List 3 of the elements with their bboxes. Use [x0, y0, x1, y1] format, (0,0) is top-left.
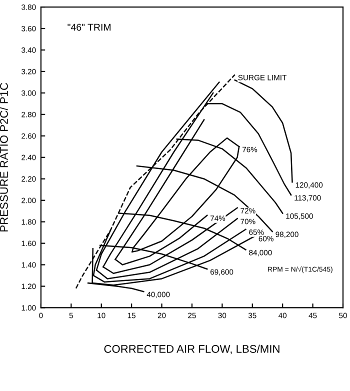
y-axis-title: PRESSURE RATIO P2C/ P1C	[0, 82, 8, 232]
x-axis-title: CORRECTED AIR FLOW, LBS/MIN	[104, 344, 280, 354]
text: "46" TRIM	[68, 24, 110, 31]
